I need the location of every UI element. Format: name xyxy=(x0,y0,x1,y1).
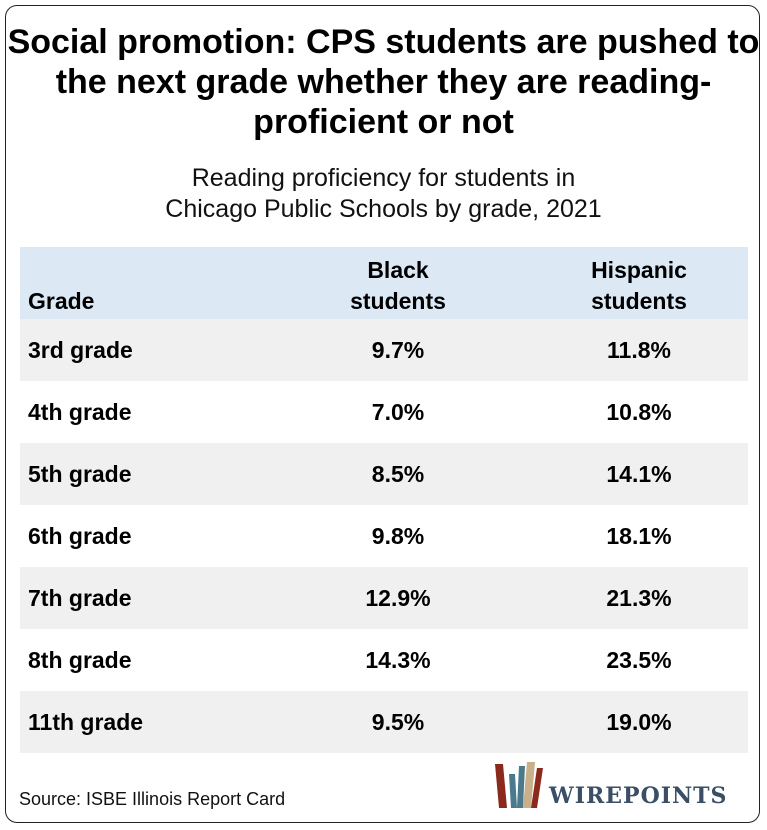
cell-black: 12.9% xyxy=(365,585,431,611)
cell-grade: 6th grade xyxy=(28,523,132,549)
proficiency-table: Grade Black students Hispanic students 3… xyxy=(20,247,748,753)
table-row: 4th grade 7.0% 10.8% xyxy=(20,381,748,443)
table-row: 11th grade 9.5% 19.0% xyxy=(20,691,748,753)
cell-black: 7.0% xyxy=(371,399,425,425)
chart-subtitle: Reading proficiency for students in Chic… xyxy=(0,163,767,225)
cell-hispanic: 11.8% xyxy=(607,337,671,363)
header-grade: Grade xyxy=(28,288,95,314)
table-row: 6th grade 9.8% 18.1% xyxy=(20,505,748,567)
cell-grade: 11th grade xyxy=(28,709,144,735)
cell-hispanic: 21.3% xyxy=(606,585,672,611)
wirepoints-logo: WIREPOINTS xyxy=(493,760,748,812)
cell-black: 9.8% xyxy=(371,523,425,549)
cell-black: 9.5% xyxy=(371,709,425,735)
table-row: 7th grade 12.9% 21.3% xyxy=(20,567,748,629)
cell-grade: 8th grade xyxy=(28,647,132,673)
header-black-line-1: Black xyxy=(367,257,429,283)
cell-black: 8.5% xyxy=(371,461,425,487)
cell-grade: 3rd grade xyxy=(28,337,133,363)
cell-black: 9.7% xyxy=(371,337,425,363)
wirepoints-mark-icon xyxy=(495,762,543,808)
cell-black: 14.3% xyxy=(365,647,431,673)
header-black-students: Black students xyxy=(308,255,488,317)
subtitle-line-2: Chicago Public Schools by grade, 2021 xyxy=(165,195,602,223)
source-note: Source: ISBE Illinois Report Card xyxy=(19,789,286,809)
header-hispanic-students: Hispanic students xyxy=(549,255,729,317)
logo-wordmark: WIREPOINTS xyxy=(549,783,728,809)
header-black-line-2: students xyxy=(350,288,446,314)
table-row: 3rd grade 9.7% 11.8% xyxy=(20,319,748,381)
cell-hispanic: 23.5% xyxy=(606,647,672,673)
table-header: Grade Black students Hispanic students xyxy=(20,247,748,319)
cell-hispanic: 19.0% xyxy=(606,709,672,735)
cell-hispanic: 18.1% xyxy=(606,523,672,549)
header-hispanic-line-1: Hispanic xyxy=(591,257,687,283)
subtitle-line-1: Reading proficiency for students in xyxy=(191,164,576,192)
header-hispanic-line-2: students xyxy=(591,288,687,314)
cell-grade: 4th grade xyxy=(28,399,132,425)
table-row: 5th grade 8.5% 14.1% xyxy=(20,443,748,505)
chart-title: Social promotion: CPS students are pushe… xyxy=(7,23,760,141)
cell-grade: 5th grade xyxy=(28,461,132,487)
cell-grade: 7th grade xyxy=(28,585,132,611)
table-row: 8th grade 14.3% 23.5% xyxy=(20,629,748,691)
figure-frame xyxy=(5,5,760,823)
cell-hispanic: 14.1% xyxy=(606,461,672,487)
cell-hispanic: 10.8% xyxy=(606,399,672,425)
